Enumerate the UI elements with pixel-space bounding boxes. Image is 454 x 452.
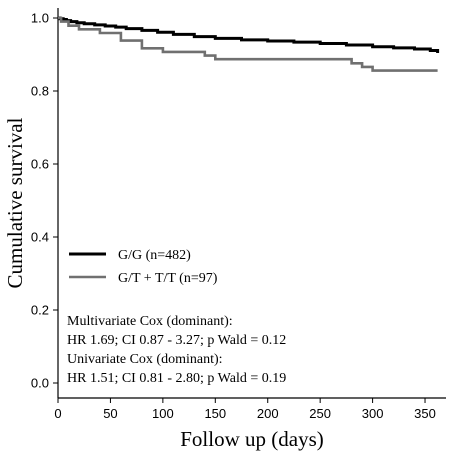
annotation-line: Univariate Cox (dominant): [67,352,223,367]
x-tick-label: 50 [103,406,117,421]
y-tick-label: 0.8 [31,84,49,99]
legend-label: G/T + T/T (n=97) [118,271,218,286]
y-tick-label: 0.0 [31,376,49,391]
x-tick-label: 200 [257,406,279,421]
annotation-line: HR 1.51; CI 0.81 - 2.80; p Wald = 0.19 [67,371,286,386]
series-layer [58,16,440,72]
cox-annotations: Multivariate Cox (dominant): HR 1.69; CI … [67,314,286,386]
x-tick-label: 100 [152,406,174,421]
y-tick-label: 0.4 [31,230,49,245]
y-axis-ticks: 0.0 0.2 0.4 0.6 0.8 1.0 [31,11,58,391]
x-tick-label: 250 [309,406,331,421]
x-tick-label: 0 [54,406,61,421]
legend: G/G (n=482) G/T + T/T (n=97) [69,248,218,286]
y-tick-label: 0.2 [31,303,49,318]
y-tick-label: 0.6 [31,157,49,172]
series-line-2 [58,16,438,72]
legend-label: G/G (n=482) [118,248,191,263]
annotation-line: Multivariate Cox (dominant): [67,314,233,329]
annotation-line: HR 1.69; CI 0.87 - 3.27; p Wald = 0.12 [67,333,286,348]
x-axis-title: Follow up (days) [180,427,324,451]
series-line-1 [58,16,440,53]
y-tick-label: 1.0 [31,11,49,26]
x-tick-label: 300 [362,406,384,421]
x-tick-label: 150 [204,406,226,421]
y-axis-title: Cumulative survival [3,117,27,288]
x-tick-label: 350 [414,406,436,421]
x-axis-ticks: 0 50 100 150 200 250 300 350 [54,398,436,421]
plot-frame [57,8,446,399]
